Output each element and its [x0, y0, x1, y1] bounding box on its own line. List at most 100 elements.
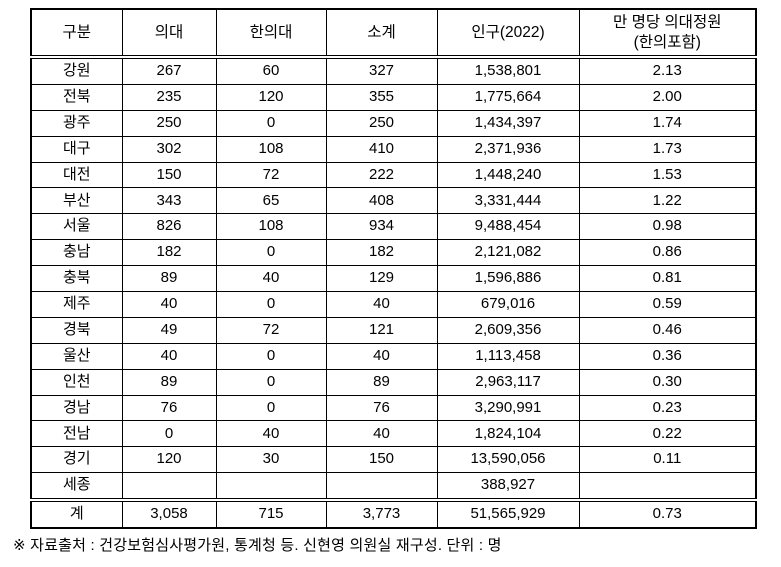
table-cell: 40 — [121, 291, 217, 318]
table-cell: 9,488,454 — [436, 213, 580, 241]
table-body: 강원 267 60 327 1,538,801 2.13 전북 235 120 355 1,775,… — [30, 56, 757, 501]
total-cell: 715 — [215, 498, 327, 529]
table-cell: 1.22 — [578, 187, 757, 215]
total-cell: 3,058 — [121, 498, 217, 529]
total-cell: 3,773 — [325, 498, 438, 529]
table-cell: 0 — [215, 291, 327, 318]
table-row: 울산 40 0 40 1,113,458 0.36 — [30, 342, 757, 370]
table-cell: 3,290,991 — [436, 394, 580, 422]
table-row: 충남 182 0 182 2,121,082 0.86 — [30, 239, 757, 267]
table-cell: 129 — [325, 265, 438, 293]
table-cell: 355 — [325, 83, 438, 111]
header-row: 구분 의대 한의대 소계 인구(2022) 만 명당 의대정원 (한의포함) — [30, 8, 757, 59]
column-header-3: 소계 — [325, 8, 438, 59]
table-cell: 2,121,082 — [436, 239, 580, 267]
table-cell: 2.13 — [578, 56, 757, 85]
table-cell: 40 — [325, 342, 438, 370]
table-cell: 1.74 — [578, 109, 757, 137]
table-header: 구분 의대 한의대 소계 인구(2022) 만 명당 의대정원 (한의포함) — [30, 8, 757, 59]
table-cell: 0 — [121, 420, 217, 448]
table-cell: 0.86 — [578, 239, 757, 267]
table-cell: 72 — [215, 316, 327, 344]
total-cell: 51,565,929 — [436, 498, 580, 529]
row-label: 광주 — [30, 109, 123, 137]
table-cell: 235 — [121, 83, 217, 111]
table-row: 전북 235 120 355 1,775,664 2.00 — [30, 83, 757, 111]
column-header-1: 의대 — [121, 8, 217, 59]
table-cell: 121 — [325, 316, 438, 344]
table-cell: 89 — [325, 368, 438, 396]
table-cell: 0 — [215, 109, 327, 137]
row-label: 충북 — [30, 265, 123, 293]
table-cell: 49 — [121, 316, 217, 344]
table-cell: 0 — [215, 394, 327, 422]
row-label: 제주 — [30, 291, 123, 318]
table-cell: 1,434,397 — [436, 109, 580, 137]
column-header-0: 구분 — [30, 8, 123, 59]
row-label: 대구 — [30, 135, 123, 163]
table-cell: 76 — [325, 394, 438, 422]
table-cell: 0 — [215, 342, 327, 370]
table-cell: 2,371,936 — [436, 135, 580, 163]
row-label: 대전 — [30, 161, 123, 189]
table-cell: 40 — [215, 420, 327, 448]
table-cell: 826 — [121, 213, 217, 241]
table-row: 경기 120 30 150 13,590,056 0.11 — [30, 446, 757, 474]
table-row: 대전 150 72 222 1,448,240 1.53 — [30, 161, 757, 189]
table-cell: 1,113,458 — [436, 342, 580, 370]
total-row: 계 3,058 715 3,773 51,565,929 0.73 — [30, 498, 757, 529]
row-label: 전남 — [30, 420, 123, 448]
table-cell: 120 — [215, 83, 327, 111]
table-cell — [325, 472, 438, 501]
table-cell: 89 — [121, 368, 217, 396]
table-cell: 0.81 — [578, 265, 757, 293]
table-cell: 0.98 — [578, 213, 757, 241]
row-label: 전북 — [30, 83, 123, 111]
table-cell: 408 — [325, 187, 438, 215]
table-cell: 30 — [215, 446, 327, 474]
table-cell: 0 — [215, 239, 327, 267]
table-cell: 302 — [121, 135, 217, 163]
table-cell: 40 — [325, 291, 438, 318]
table-cell: 0.11 — [578, 446, 757, 474]
column-header-5: 만 명당 의대정원 (한의포함) — [578, 8, 757, 59]
table-cell: 0.30 — [578, 368, 757, 396]
table-cell: 3,331,444 — [436, 187, 580, 215]
table-cell: 410 — [325, 135, 438, 163]
total-cell: 0.73 — [578, 498, 757, 529]
table-row: 충북 89 40 129 1,596,886 0.81 — [30, 265, 757, 293]
table-cell: 1,448,240 — [436, 161, 580, 189]
column-header-4: 인구(2022) — [436, 8, 580, 59]
table-cell: 72 — [215, 161, 327, 189]
table-cell: 343 — [121, 187, 217, 215]
table-cell: 0.36 — [578, 342, 757, 370]
source-note: ※ 자료출처 : 건강보험심사평가원, 통계청 등. 신현영 의원실 재구성. … — [13, 537, 502, 554]
table-cell: 1.73 — [578, 135, 757, 163]
table-cell: 150 — [121, 161, 217, 189]
table-cell: 1,538,801 — [436, 56, 580, 85]
table-cell: 40 — [121, 342, 217, 370]
table-cell: 0.46 — [578, 316, 757, 344]
table-cell: 182 — [325, 239, 438, 267]
table-cell: 250 — [325, 109, 438, 137]
row-label: 충남 — [30, 239, 123, 267]
table-cell: 150 — [325, 446, 438, 474]
table-cell: 0.22 — [578, 420, 757, 448]
table-cell: 1,824,104 — [436, 420, 580, 448]
row-label: 경기 — [30, 446, 123, 474]
table-row: 인천 89 0 89 2,963,117 0.30 — [30, 368, 757, 396]
table-cell — [578, 472, 757, 501]
row-label: 울산 — [30, 342, 123, 370]
table-cell: 108 — [215, 135, 327, 163]
table-cell: 1.53 — [578, 161, 757, 189]
row-label: 강원 — [30, 56, 123, 85]
regional-quota-table: 구분 의대 한의대 소계 인구(2022) 만 명당 의대정원 (한의포함) 강원 267 6… — [30, 8, 757, 530]
table-cell: 60 — [215, 56, 327, 85]
table-cell: 120 — [121, 446, 217, 474]
table-row: 경북 49 72 121 2,609,356 0.46 — [30, 316, 757, 344]
table-cell: 2,609,356 — [436, 316, 580, 344]
table-cell: 327 — [325, 56, 438, 85]
table-cell: 2.00 — [578, 83, 757, 111]
table-cell: 388,927 — [436, 472, 580, 501]
table-cell: 934 — [325, 213, 438, 241]
